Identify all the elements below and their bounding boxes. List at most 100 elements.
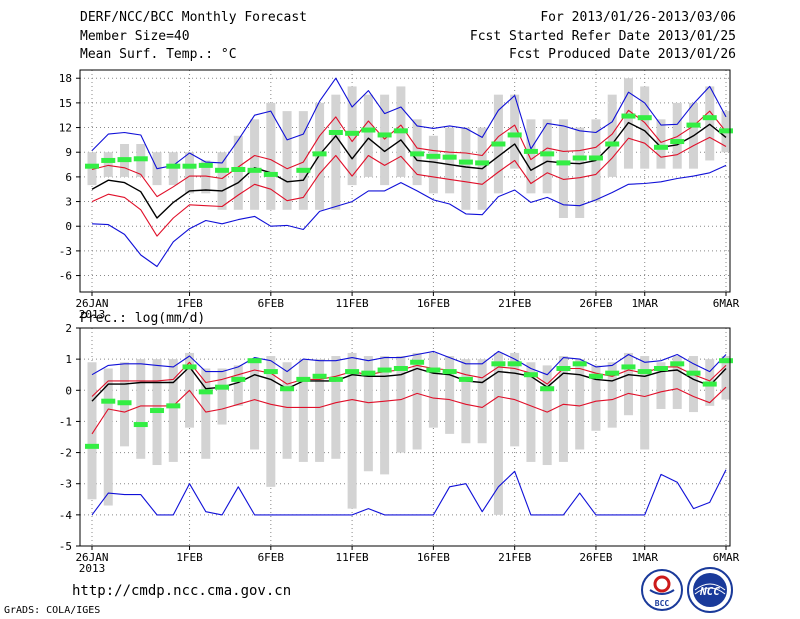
bcc-logo: BCC bbox=[641, 569, 683, 611]
observed-marker bbox=[101, 398, 116, 404]
observed-marker bbox=[686, 122, 701, 128]
x-tick-label: 6MAR bbox=[713, 551, 740, 564]
observed-marker bbox=[133, 422, 148, 428]
observed-marker bbox=[215, 167, 230, 173]
observed-marker bbox=[605, 141, 620, 147]
y-tick-label: -5 bbox=[59, 540, 72, 553]
ensemble-range-bar bbox=[721, 356, 731, 400]
y-tick-label: 0 bbox=[65, 384, 72, 397]
ensemble-range-bar bbox=[331, 94, 341, 210]
ensemble-range-bar bbox=[526, 362, 536, 462]
ensemble-range-bar bbox=[640, 86, 650, 169]
ensemble-range-bar bbox=[542, 365, 552, 466]
y-tick-label: 12 bbox=[59, 122, 72, 135]
ensemble-range-bar bbox=[640, 356, 650, 450]
y-tick-label: 2 bbox=[65, 322, 72, 335]
observed-marker bbox=[523, 372, 538, 378]
minimum-line bbox=[91, 469, 727, 516]
observed-marker bbox=[491, 361, 506, 367]
ensemble-range-bar bbox=[217, 152, 227, 210]
observed-marker bbox=[442, 369, 457, 375]
observed-marker bbox=[458, 159, 473, 165]
observed-marker bbox=[442, 154, 457, 160]
plot-frame bbox=[79, 69, 731, 293]
observed-marker bbox=[621, 364, 636, 370]
ensemble-range-bar bbox=[363, 356, 373, 472]
y-tick-label: 0 bbox=[65, 220, 72, 233]
observed-marker bbox=[215, 384, 230, 390]
observed-marker bbox=[588, 155, 603, 161]
observed-marker bbox=[166, 163, 181, 169]
y-tick-label: -1 bbox=[59, 415, 72, 428]
x-tick-label: 6MAR bbox=[713, 297, 740, 310]
ensemble-range-bar bbox=[688, 356, 698, 413]
observed-marker bbox=[231, 166, 246, 172]
observed-marker bbox=[85, 163, 99, 169]
observed-marker bbox=[475, 160, 490, 166]
forecast-period-label: For 2013/01/26-2013/03/06 bbox=[540, 10, 736, 25]
observed-marker bbox=[345, 130, 360, 136]
x-tick-label: 11FEB bbox=[336, 551, 369, 564]
observed-marker bbox=[101, 157, 116, 163]
observed-marker bbox=[182, 163, 197, 169]
ensemble-range-bar bbox=[412, 352, 422, 450]
observed-marker bbox=[637, 115, 652, 121]
observed-marker bbox=[702, 381, 717, 387]
observed-marker bbox=[247, 358, 262, 364]
observed-marker bbox=[312, 151, 327, 157]
ensemble-range-bar bbox=[250, 119, 260, 210]
x-tick-label: 16FEB bbox=[417, 297, 450, 310]
ensemble-range-bar bbox=[607, 94, 617, 177]
observed-marker bbox=[670, 361, 685, 367]
ensemble-range-bar bbox=[656, 119, 666, 169]
y-tick-label: 9 bbox=[65, 146, 72, 159]
plot-frame bbox=[79, 327, 731, 547]
ensemble-range-bar bbox=[298, 359, 308, 462]
ensemble-range-bar bbox=[705, 86, 715, 161]
observed-marker bbox=[393, 365, 408, 371]
ncc-logo: NCC bbox=[687, 567, 733, 613]
x-tick-label: 11FEB bbox=[336, 297, 369, 310]
ensemble-range-bar bbox=[656, 362, 666, 409]
observed-marker bbox=[637, 369, 652, 375]
ensemble-range-bar bbox=[331, 356, 341, 459]
y-tick-label: 3 bbox=[65, 196, 72, 209]
ensemble-range-bar bbox=[428, 352, 438, 428]
y-tick-label: 18 bbox=[59, 72, 72, 85]
chart-title: DERF/NCC/BCC Monthly Forecast bbox=[80, 10, 307, 25]
y-tick-label: -3 bbox=[59, 478, 72, 491]
ensemble-range-bar bbox=[380, 94, 390, 186]
observed-marker bbox=[377, 367, 392, 373]
ensemble-range-bar bbox=[103, 368, 113, 506]
ensemble-mean-line bbox=[91, 121, 727, 219]
ensemble-range-bar bbox=[201, 368, 211, 459]
observed-marker bbox=[653, 365, 668, 371]
ensemble-range-bar bbox=[428, 135, 438, 194]
ensemble-range-bar bbox=[558, 356, 568, 462]
source-url-link[interactable]: http://cmdp.ncc.cma.gov.cn bbox=[72, 583, 292, 599]
observed-marker bbox=[345, 369, 360, 375]
ensemble-range-bar bbox=[233, 365, 243, 406]
observed-marker bbox=[540, 151, 555, 157]
ensemble-range-bar bbox=[233, 135, 243, 210]
ensemble-mean-line bbox=[91, 366, 727, 402]
minimum-line bbox=[91, 164, 727, 268]
member-size-label: Member Size=40 bbox=[80, 29, 190, 44]
ensemble-range-bar bbox=[672, 102, 682, 169]
y-tick-label: -3 bbox=[59, 245, 72, 258]
ensemble-range-bar bbox=[168, 359, 178, 462]
ensemble-range-bar bbox=[315, 359, 325, 462]
ensemble-range-bar bbox=[672, 356, 682, 409]
y-tick-label: 15 bbox=[59, 97, 72, 110]
y-tick-label: -6 bbox=[59, 270, 72, 283]
x-tick-label: 1MAR bbox=[631, 297, 658, 310]
observed-marker bbox=[426, 367, 441, 373]
ensemble-range-bar bbox=[461, 127, 471, 210]
observed-marker bbox=[85, 443, 99, 449]
ensemble-range-bar bbox=[558, 119, 568, 218]
ensemble-range-bar bbox=[217, 368, 227, 425]
x-tick-label: 21FEB bbox=[498, 551, 531, 564]
